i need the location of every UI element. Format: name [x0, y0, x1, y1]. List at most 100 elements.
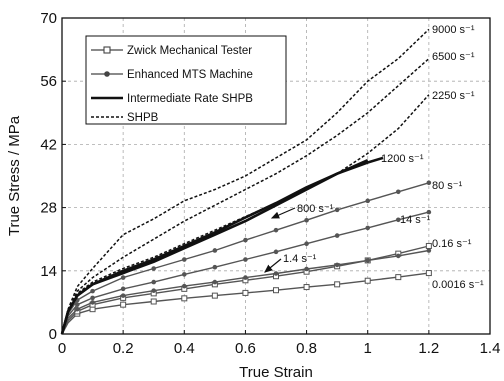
legend-entry-shpb: SHPB	[91, 112, 159, 124]
rate-label-0p16: 0.16 s⁻¹	[432, 238, 472, 250]
series-line-2250	[61, 94, 430, 335]
series-line-6500	[61, 58, 430, 335]
rate-label-0p0016: 0.0016 s⁻¹	[432, 279, 484, 291]
data-point-80	[90, 288, 95, 294]
rate-label-9000: 9000 s⁻¹	[432, 24, 475, 36]
legend-entry-zwick: Zwick Mechanical Tester	[91, 45, 252, 57]
legend-label-intermediate-shpb: Intermediate Rate SHPB	[127, 93, 253, 105]
data-point-0p0016	[364, 277, 371, 284]
legend-box	[85, 35, 287, 125]
data-point-0p0016	[150, 298, 157, 305]
data-point-80	[181, 257, 187, 262]
data-point-0p0016	[334, 281, 341, 288]
data-point-80	[365, 198, 371, 204]
data-point-0p0016	[120, 301, 127, 308]
data-point-1p4	[334, 262, 340, 268]
data-point-1p4	[120, 293, 126, 298]
y-tick-label: 42	[40, 136, 57, 153]
data-point-1p4	[181, 283, 187, 289]
data-point-0p0016	[395, 274, 402, 281]
data-point-14	[120, 286, 126, 292]
rate-annotations: 9000 s⁻¹ 6500 s⁻¹ 2250 s⁻¹ 1200 s⁻¹ 80 s⁻¹ 14…	[264, 24, 484, 291]
legend: Zwick Mechanical Tester Enhanced MTS Mac…	[85, 35, 287, 125]
x-tick-label: 0.8	[296, 340, 317, 357]
series-1200	[60, 156, 384, 335]
rate-label-2250: 2250 s⁻¹	[432, 90, 475, 102]
x-tick-label: 1.2	[418, 340, 439, 357]
series-80	[61, 180, 432, 335]
data-point-14	[74, 302, 80, 307]
y-tick-label: 56	[40, 73, 57, 90]
rate-label-80: 80 s⁻¹	[432, 180, 463, 192]
rate-arrow-800	[270, 207, 296, 219]
data-point-14	[365, 225, 371, 231]
y-tick-label: 14	[40, 263, 57, 280]
data-point-80	[273, 227, 279, 233]
series-line-1200	[60, 156, 384, 335]
data-point-0p0016	[181, 295, 188, 302]
series-layer	[60, 28, 432, 335]
legend-entry-mts: Enhanced MTS Machine	[91, 69, 253, 81]
data-point-0p0016	[211, 292, 218, 299]
series-2250	[61, 94, 430, 335]
series-line-9000	[61, 28, 430, 335]
data-point-80	[243, 237, 248, 243]
data-point-1p4	[151, 288, 157, 293]
rate-label-1200: 1200 s⁻¹	[381, 153, 424, 165]
data-point-80	[151, 266, 157, 271]
series-6500	[61, 58, 430, 335]
data-point-14	[334, 233, 340, 238]
rate-label-1p4: 1.4 s⁻¹	[283, 253, 317, 265]
data-point-14	[426, 209, 432, 215]
data-point-80	[212, 248, 218, 253]
data-point-14	[243, 257, 248, 262]
data-point-0p0016	[425, 270, 432, 277]
rate-label-6500: 6500 s⁻¹	[432, 51, 475, 63]
legend-entry-intermediate-shpb: Intermediate Rate SHPB	[91, 93, 253, 105]
data-point-80	[334, 207, 340, 213]
x-tick-label: 0.4	[174, 340, 195, 357]
x-tick-label: 0.2	[113, 340, 134, 357]
rate-label-14: 14 s⁻¹	[400, 214, 431, 226]
legend-label-shpb: SHPB	[127, 112, 159, 124]
rate-arrow-1p4	[264, 258, 282, 273]
legend-label-zwick: Zwick Mechanical Tester	[127, 45, 252, 57]
plot-frame	[61, 17, 491, 335]
data-point-14	[273, 249, 279, 255]
data-point-1p4	[243, 275, 248, 280]
x-tick-label: 1.4	[480, 340, 501, 357]
data-point-0p16	[425, 242, 432, 249]
rate-label-800: 800 s⁻¹	[297, 203, 334, 215]
y-tick-label: 28	[40, 200, 57, 217]
data-point-14	[395, 217, 401, 223]
data-point-1p4	[90, 300, 95, 305]
y-tick-label: 0	[49, 326, 57, 343]
data-point-1p4	[395, 253, 401, 259]
legend-marker-zwick	[103, 46, 111, 54]
ticks: 0 0.2 0.4 0.6 0.8 1 1.2 1.4 0 14 28 42 56 70	[40, 10, 500, 357]
data-point-1p4	[273, 271, 279, 276]
data-point-1p4	[426, 248, 432, 253]
data-point-80	[120, 275, 126, 280]
series-1p4	[61, 248, 432, 335]
series-0p0016	[61, 270, 432, 335]
legend-label-mts: Enhanced MTS Machine	[127, 69, 253, 81]
legend-marker-mts	[104, 71, 110, 77]
data-point-14	[181, 272, 187, 277]
data-point-14	[90, 295, 95, 301]
x-tick-label: 0	[58, 340, 66, 357]
data-point-14	[151, 279, 157, 285]
y-axis-label: True Stress / MPa	[6, 115, 23, 236]
data-point-1p4	[304, 266, 309, 272]
x-tick-label: 1	[364, 340, 372, 357]
data-point-0p0016	[242, 289, 249, 296]
data-point-1p4	[365, 258, 371, 263]
data-point-80	[426, 180, 432, 186]
x-axis-label: True Strain	[239, 364, 313, 381]
data-point-1p4	[212, 279, 218, 285]
y-tick-label: 70	[40, 10, 57, 27]
data-point-0p0016	[273, 287, 279, 294]
series-9000	[61, 28, 430, 335]
data-point-1p4	[74, 306, 80, 312]
